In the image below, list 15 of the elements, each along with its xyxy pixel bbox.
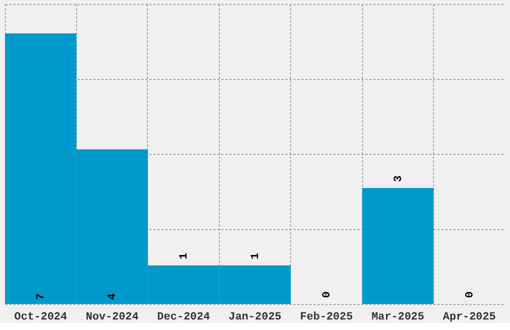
x-tick-label: Jan-2025 — [228, 312, 282, 324]
data-label: 1 — [178, 252, 191, 260]
x-tick-label: Oct-2024 — [14, 312, 68, 324]
x-tick-label: Apr-2025 — [442, 312, 496, 324]
data-label: 4 — [107, 293, 120, 300]
data-label: 0 — [464, 291, 476, 298]
data-label: 0 — [321, 291, 334, 298]
bar — [362, 188, 434, 304]
data-label: 3 — [392, 175, 405, 182]
data-label: 1 — [250, 252, 262, 260]
x-tick-label: Nov-2024 — [86, 312, 139, 324]
x-tick-label: Feb-2025 — [300, 312, 354, 324]
x-tick-label: Dec-2024 — [157, 312, 210, 324]
x-tick-label: Mar-2025 — [371, 312, 425, 324]
data-label: 7 — [36, 293, 48, 300]
